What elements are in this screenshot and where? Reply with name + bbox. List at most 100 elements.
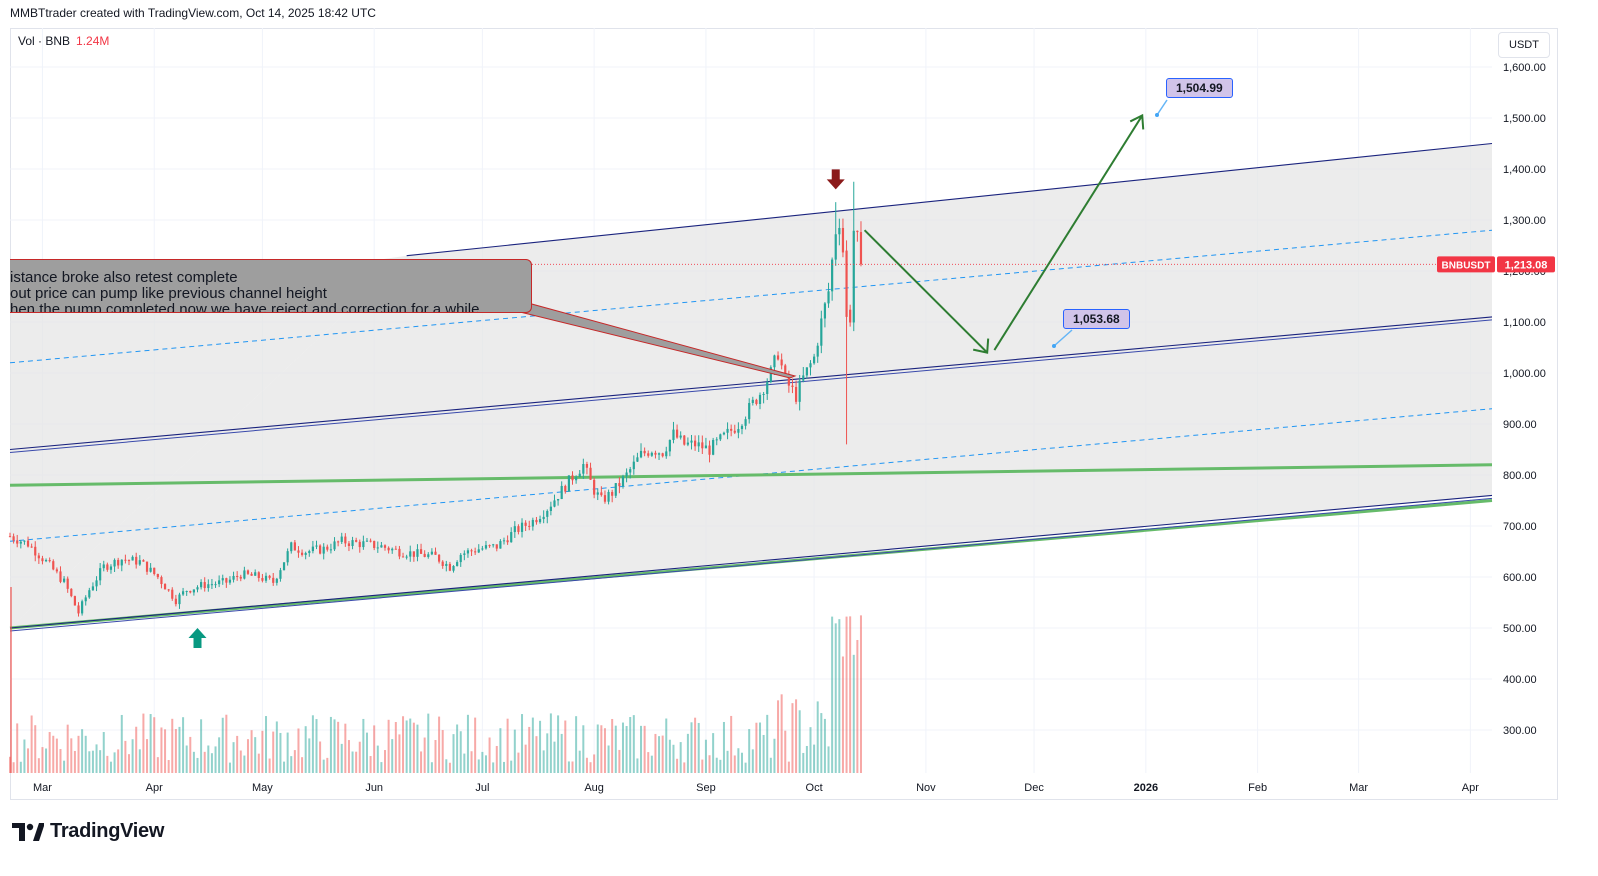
candle-body[interactable] bbox=[492, 544, 495, 546]
candle-body[interactable] bbox=[463, 553, 466, 555]
candle-body[interactable] bbox=[632, 461, 635, 470]
buy-arrow-icon[interactable] bbox=[188, 628, 207, 648]
candle-body[interactable] bbox=[261, 578, 264, 581]
candle-body[interactable] bbox=[564, 485, 567, 492]
candle-body[interactable] bbox=[448, 563, 452, 571]
candle-body[interactable] bbox=[300, 552, 304, 555]
sell-arrow-icon[interactable] bbox=[826, 169, 845, 190]
candle-body[interactable] bbox=[611, 491, 614, 496]
candle-body[interactable] bbox=[798, 380, 801, 402]
candle-body[interactable] bbox=[791, 385, 794, 387]
candle-body[interactable] bbox=[416, 549, 419, 557]
candle-body[interactable] bbox=[419, 549, 423, 554]
candle-body[interactable] bbox=[740, 425, 744, 430]
candle-body[interactable] bbox=[412, 551, 415, 557]
projection-arrow-up[interactable] bbox=[993, 114, 1144, 351]
candle-body[interactable] bbox=[546, 510, 549, 517]
candle-body[interactable] bbox=[805, 367, 808, 376]
candle-body[interactable] bbox=[319, 545, 322, 554]
candle-body[interactable] bbox=[697, 442, 700, 447]
candle-body[interactable] bbox=[293, 542, 296, 551]
candle-body[interactable] bbox=[138, 560, 141, 565]
candle-body[interactable] bbox=[813, 356, 816, 364]
candle-body[interactable] bbox=[163, 584, 167, 590]
candle-body[interactable] bbox=[297, 550, 300, 553]
candle-body[interactable] bbox=[773, 355, 776, 368]
text-callout[interactable]: istance broke also retest complete out p… bbox=[10, 259, 532, 313]
candle-body[interactable] bbox=[484, 545, 488, 549]
candle-body[interactable] bbox=[787, 374, 790, 386]
candle-body[interactable] bbox=[391, 548, 394, 551]
candle-body[interactable] bbox=[174, 598, 177, 605]
candle-body[interactable] bbox=[748, 402, 751, 420]
volume-legend[interactable]: Vol · BNB 1.24M bbox=[18, 34, 109, 48]
candle-body[interactable] bbox=[737, 429, 740, 433]
candle-body[interactable] bbox=[502, 540, 506, 542]
candle-body[interactable] bbox=[578, 473, 581, 478]
candle-body[interactable] bbox=[607, 491, 610, 502]
candle-body[interactable] bbox=[70, 588, 73, 597]
candle-body[interactable] bbox=[145, 561, 149, 572]
candle-body[interactable] bbox=[823, 303, 827, 319]
candle-body[interactable] bbox=[445, 563, 448, 566]
candle-body[interactable] bbox=[766, 381, 769, 394]
candle-body[interactable] bbox=[218, 580, 221, 585]
candle-body[interactable] bbox=[715, 439, 718, 441]
candle-body[interactable] bbox=[203, 582, 206, 589]
symbol-tag[interactable] bbox=[1437, 256, 1495, 273]
candle-body[interactable] bbox=[528, 525, 531, 527]
candle-body[interactable] bbox=[340, 536, 343, 542]
candle-body[interactable] bbox=[34, 546, 37, 556]
candle-body[interactable] bbox=[232, 575, 235, 580]
last-price-tag[interactable] bbox=[1497, 256, 1555, 273]
candle-body[interactable] bbox=[456, 562, 459, 566]
candle-body[interactable] bbox=[614, 483, 617, 496]
target-high-label[interactable]: 1,504.99 bbox=[1166, 78, 1233, 98]
candle-body[interactable] bbox=[668, 440, 671, 452]
candle-body[interactable] bbox=[37, 555, 40, 559]
candle-body[interactable] bbox=[452, 565, 455, 571]
candle-body[interactable] bbox=[228, 579, 232, 583]
candle-body[interactable] bbox=[430, 551, 433, 555]
candle-body[interactable] bbox=[55, 569, 58, 572]
candle-body[interactable] bbox=[841, 227, 845, 253]
candle-body[interactable] bbox=[304, 553, 307, 555]
candle-body[interactable] bbox=[239, 576, 242, 579]
candle-body[interactable] bbox=[44, 560, 48, 562]
candle-body[interactable] bbox=[679, 435, 682, 438]
candle-body[interactable] bbox=[859, 232, 863, 265]
green-trendline-0[interactable] bbox=[9, 463, 1493, 487]
candle-body[interactable] bbox=[675, 429, 679, 438]
candle-body[interactable] bbox=[236, 575, 239, 577]
currency-button[interactable]: USDT bbox=[1498, 32, 1550, 58]
candle-body[interactable] bbox=[394, 548, 397, 550]
candle-body[interactable] bbox=[257, 572, 260, 579]
candle-body[interactable] bbox=[243, 570, 246, 579]
candle-body[interactable] bbox=[466, 550, 470, 554]
candle-body[interactable] bbox=[794, 386, 798, 402]
candle-body[interactable] bbox=[751, 399, 754, 403]
dashed-midline-1[interactable] bbox=[9, 408, 1493, 542]
candle-body[interactable] bbox=[59, 571, 62, 582]
candle-body[interactable] bbox=[488, 545, 491, 547]
candle-body[interactable] bbox=[26, 540, 30, 547]
candle-body[interactable] bbox=[838, 227, 841, 235]
candle-body[interactable] bbox=[495, 544, 498, 549]
candle-body[interactable] bbox=[556, 499, 560, 501]
candle-body[interactable] bbox=[329, 549, 333, 551]
candle-body[interactable] bbox=[712, 439, 715, 455]
projection-arrow-down[interactable] bbox=[863, 229, 988, 354]
candle-body[interactable] bbox=[351, 540, 354, 546]
candle-body[interactable] bbox=[221, 578, 224, 581]
candle-body[interactable] bbox=[643, 450, 646, 454]
candle-body[interactable] bbox=[535, 519, 538, 523]
candle-body[interactable] bbox=[19, 541, 22, 544]
candle-body[interactable] bbox=[178, 594, 181, 605]
candle-body[interactable] bbox=[326, 546, 329, 550]
candle-body[interactable] bbox=[30, 546, 33, 548]
candle-body[interactable] bbox=[434, 551, 437, 555]
candle-body[interactable] bbox=[401, 556, 405, 558]
candle-body[interactable] bbox=[398, 548, 401, 557]
candle-body[interactable] bbox=[553, 500, 556, 507]
candle-body[interactable] bbox=[41, 558, 44, 562]
